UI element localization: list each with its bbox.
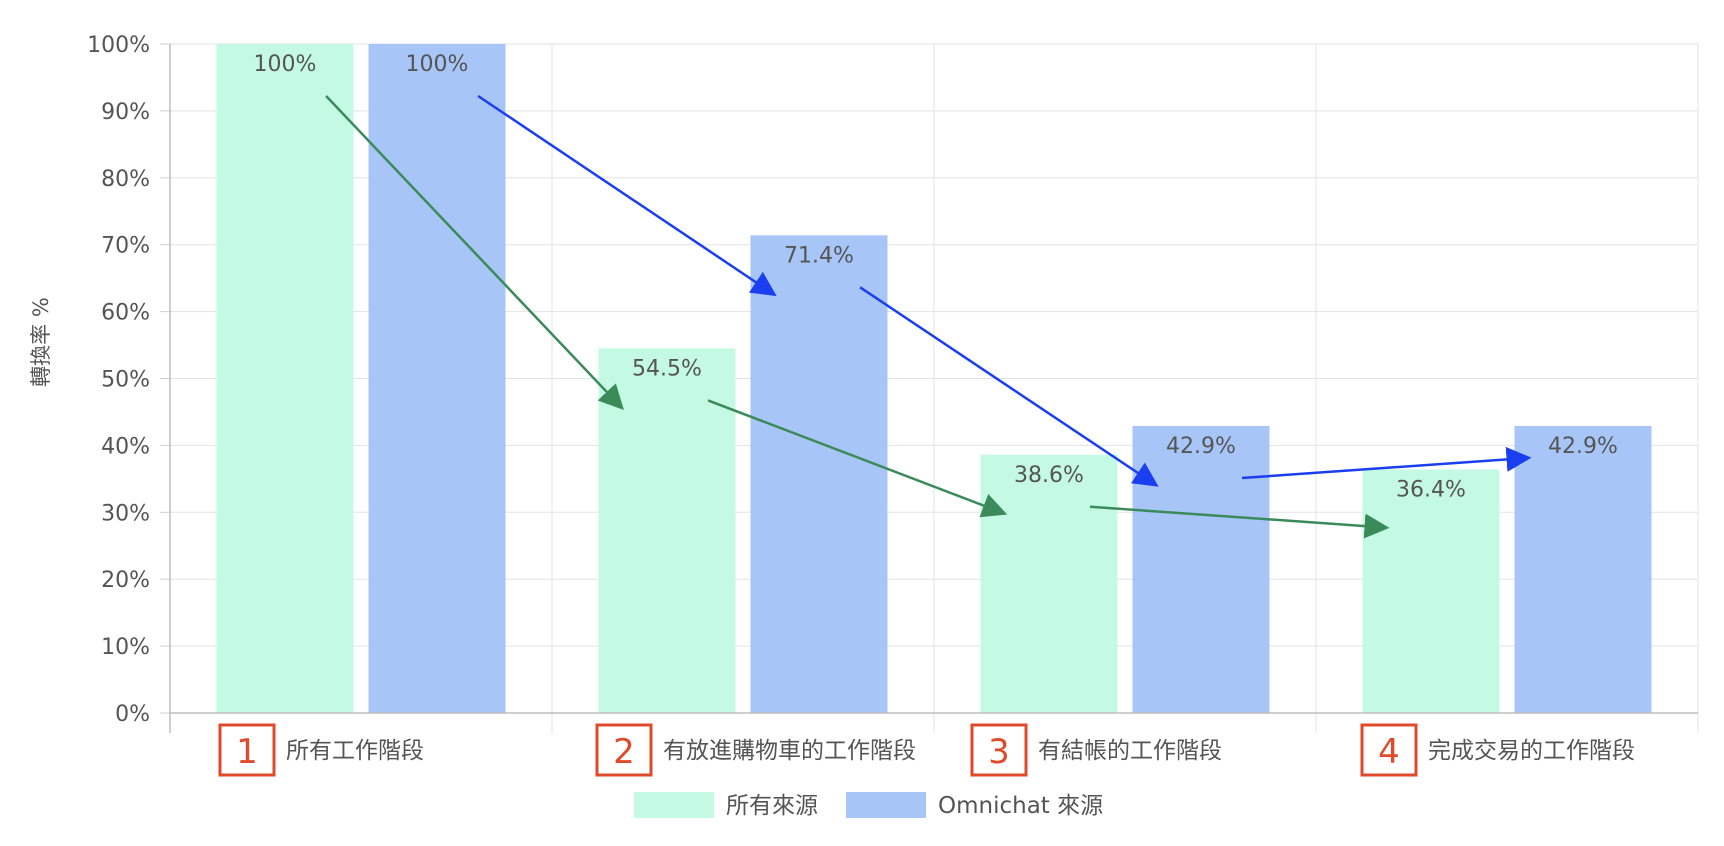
legend[interactable]: 所有來源 Omnichat 來源 xyxy=(634,792,1103,819)
y-tick-label: 40% xyxy=(101,434,150,459)
bar-all-sources-3 xyxy=(980,454,1118,713)
step-badge-4 xyxy=(1360,723,1418,777)
step-number: 1 xyxy=(236,732,258,772)
data-label: 36.4% xyxy=(1396,477,1466,502)
all-sources-trend-arrow xyxy=(325,95,624,411)
y-tick-label: 10% xyxy=(101,635,150,660)
step-badge-2 xyxy=(595,723,653,777)
bars xyxy=(216,44,1652,714)
step-number: 3 xyxy=(988,732,1010,772)
all-sources-trend-arrow xyxy=(1090,505,1390,539)
omnichat-trend-arrow xyxy=(859,286,1159,487)
step-number: 2 xyxy=(613,732,635,772)
y-tick-label: 20% xyxy=(101,568,150,593)
y-tick-label: 80% xyxy=(101,167,150,192)
legend-item-all-sources[interactable]: 所有來源 xyxy=(634,792,818,819)
bar-omnichat-4 xyxy=(1514,425,1652,713)
trend-arrows xyxy=(325,94,1532,539)
x-tick-label: 有結帳的工作階段 xyxy=(1038,738,1222,764)
axes: 0% 10% 20% 30% 40% 50% 60% 70% 80% 90% 100% xyxy=(87,33,1698,733)
bar-omnichat-3 xyxy=(1132,425,1270,713)
all-sources-trend-arrow xyxy=(707,399,1008,518)
y-tick-label: 0% xyxy=(115,702,150,727)
y-tick-label: 90% xyxy=(101,100,150,125)
data-label: 71.4% xyxy=(784,243,854,268)
y-axis-label: 轉換率 % xyxy=(29,297,53,387)
data-labels: 100% 54.5% 38.6% 36.4% 100% 71.4% 42.9% 42.9% xyxy=(254,52,1618,502)
bar-omnichat-2 xyxy=(750,235,888,714)
data-label: 100% xyxy=(406,52,469,77)
data-label: 100% xyxy=(254,52,317,77)
legend-label: 所有來源 xyxy=(726,793,818,819)
legend-item-omnichat[interactable]: Omnichat 來源 xyxy=(846,792,1103,819)
step-badge-3 xyxy=(970,723,1028,777)
legend-swatch xyxy=(846,792,926,818)
data-label: 38.6% xyxy=(1014,463,1084,488)
x-tick-label: 完成交易的工作階段 xyxy=(1428,738,1635,764)
legend-swatch xyxy=(634,792,714,818)
x-tick-label: 有放進購物車的工作階段 xyxy=(663,738,916,764)
y-tick-label: 60% xyxy=(101,301,150,326)
legend-label: Omnichat 來源 xyxy=(938,793,1103,819)
bar-omnichat-1 xyxy=(368,44,506,713)
omnichat-trend-arrow xyxy=(477,94,777,297)
step-badge-1 xyxy=(218,723,276,777)
x-axis-categories: 1 所有工作階段 2 有放進購物車的工作階段 3 有結帳的工作階段 4 完成交易的工作階段 xyxy=(218,723,1635,777)
bar-all-sources-4 xyxy=(1362,469,1500,713)
y-tick-label: 50% xyxy=(101,368,150,393)
data-label: 42.9% xyxy=(1548,434,1618,459)
y-tick-label: 30% xyxy=(101,501,150,526)
data-label: 54.5% xyxy=(632,356,702,381)
y-tick-label: 70% xyxy=(101,234,150,259)
data-label: 42.9% xyxy=(1166,434,1236,459)
y-tick-label: 100% xyxy=(87,33,150,58)
bar-all-sources-1 xyxy=(216,44,354,713)
x-tick-label: 所有工作階段 xyxy=(286,738,424,764)
step-number: 4 xyxy=(1378,732,1400,772)
omnichat-trend-arrow xyxy=(1242,446,1532,480)
